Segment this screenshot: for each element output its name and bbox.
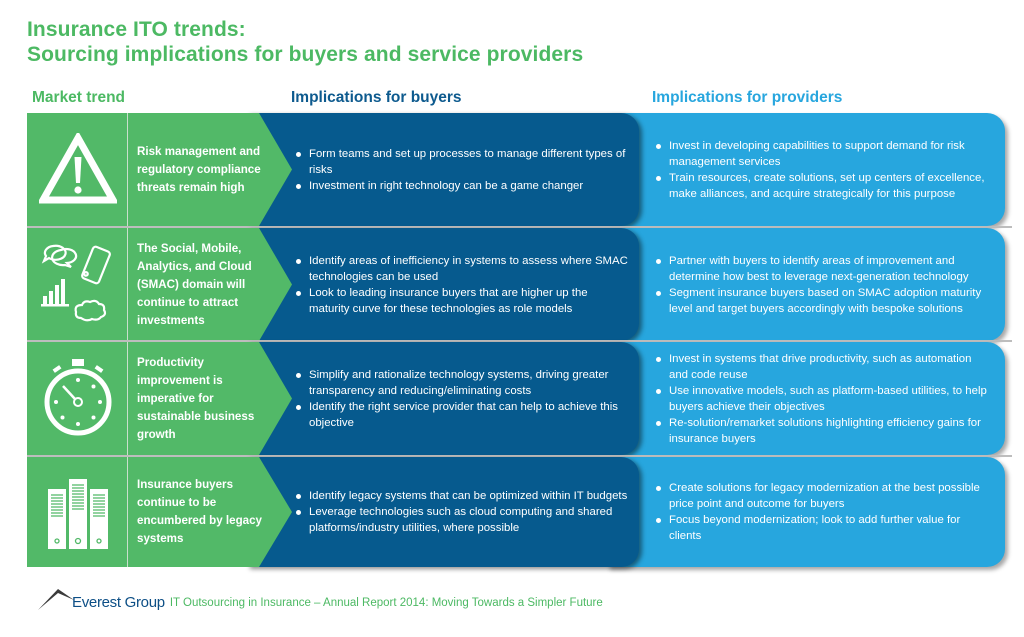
smac-icon [35,236,121,332]
providers-list: Invest in systems that drive productivit… [653,342,993,455]
divider [127,228,128,341]
report-title: IT Outsourcing in Insurance – Annual Rep… [169,597,603,609]
divider [127,457,128,567]
stopwatch-icon [35,350,121,446]
column-header-buyers: Implications for buyers [291,89,462,106]
providers-list: Invest in developing capabilities to sup… [653,113,993,226]
page-title: Insurance ITO trends: Sourcing implicati… [27,17,583,67]
list-item: Identify the right service provider that… [293,399,628,431]
divider [127,342,128,455]
buyers-panel: Form teams and set up processes to manag… [247,113,639,226]
list-item: Create solutions for legacy modernizatio… [653,480,993,512]
column-header-providers: Implications for providers [652,89,843,106]
trend-text: Risk management and regulatory complianc… [137,144,261,194]
trend-panel: Insurance buyers continue to be encumber… [27,457,292,567]
trend-text: Insurance buyers continue to be encumber… [137,478,263,545]
providers-list: Partner with buyers to identify areas of… [653,228,993,341]
list-item: Use innovative models, such as platform-… [653,383,993,415]
list-item: Train resources, create solutions, set u… [653,170,993,202]
footer: Everest Group IT Outsourcing in Insuranc… [36,582,603,612]
trend-text: Productivity improvement is imperative f… [137,355,255,441]
warning-icon [35,121,121,217]
buyers-list: Identify legacy systems that can be opti… [293,457,628,567]
everest-logo-icon [36,586,74,612]
trend-row-legacy: Create solutions for legacy modernizatio… [27,457,1012,567]
column-header-market-trend: Market trend [32,89,126,106]
list-item: Segment insurance buyers based on SMAC a… [653,285,993,317]
buyers-list: Identify areas of inefficiency in system… [293,228,628,341]
buyers-list: Form teams and set up processes to manag… [293,113,628,226]
list-item: Invest in systems that drive productivit… [653,351,993,383]
title-line-1: Insurance ITO trends: [27,18,246,41]
title-line-2: Sourcing implications for buyers and ser… [27,43,584,66]
list-item: Form teams and set up processes to manag… [293,146,628,178]
providers-panel: Partner with buyers to identify areas of… [607,228,1005,341]
list-item: Focus beyond modernization; look to add … [653,512,993,544]
list-item: Investment in right technology can be a … [293,178,628,194]
trend-text: The Social, Mobile, Analytics, and Cloud… [137,241,252,327]
providers-panel: Create solutions for legacy modernizatio… [607,457,1005,567]
trend-row-smac: Partner with buyers to identify areas of… [27,228,1012,341]
servers-icon [35,465,121,561]
trend-row-productivity: Invest in systems that drive productivit… [27,342,1012,455]
providers-list: Create solutions for legacy modernizatio… [653,457,993,567]
trend-panel: Risk management and regulatory complianc… [27,113,292,226]
buyers-panel: Identify areas of inefficiency in system… [247,228,639,341]
buyers-panel: Simplify and rationalize technology syst… [247,342,639,455]
list-item: Identify areas of inefficiency in system… [293,253,628,285]
list-item: Invest in developing capabilities to sup… [653,138,993,170]
list-item: Simplify and rationalize technology syst… [293,367,628,399]
divider [127,113,128,226]
buyers-panel: Identify legacy systems that can be opti… [247,457,639,567]
list-item: Identify legacy systems that can be opti… [293,488,628,504]
list-item: Look to leading insurance buyers that ar… [293,285,628,317]
trend-panel: Productivity improvement is imperative f… [27,342,292,455]
row-divider [27,226,1012,228]
list-item: Partner with buyers to identify areas of… [653,253,993,285]
brand-name: Everest Group [72,594,165,611]
buyers-list: Simplify and rationalize technology syst… [293,342,628,455]
trend-panel: The Social, Mobile, Analytics, and Cloud… [27,228,292,341]
list-item: Re-solution/remarket solutions highlight… [653,415,993,447]
providers-panel: Invest in systems that drive productivit… [607,342,1005,455]
row-divider [27,455,1012,457]
providers-panel: Invest in developing capabilities to sup… [607,113,1005,226]
trend-row-risk: Invest in developing capabilities to sup… [27,113,1012,226]
row-divider [27,340,1012,342]
list-item: Leverage technologies such as cloud comp… [293,504,628,536]
